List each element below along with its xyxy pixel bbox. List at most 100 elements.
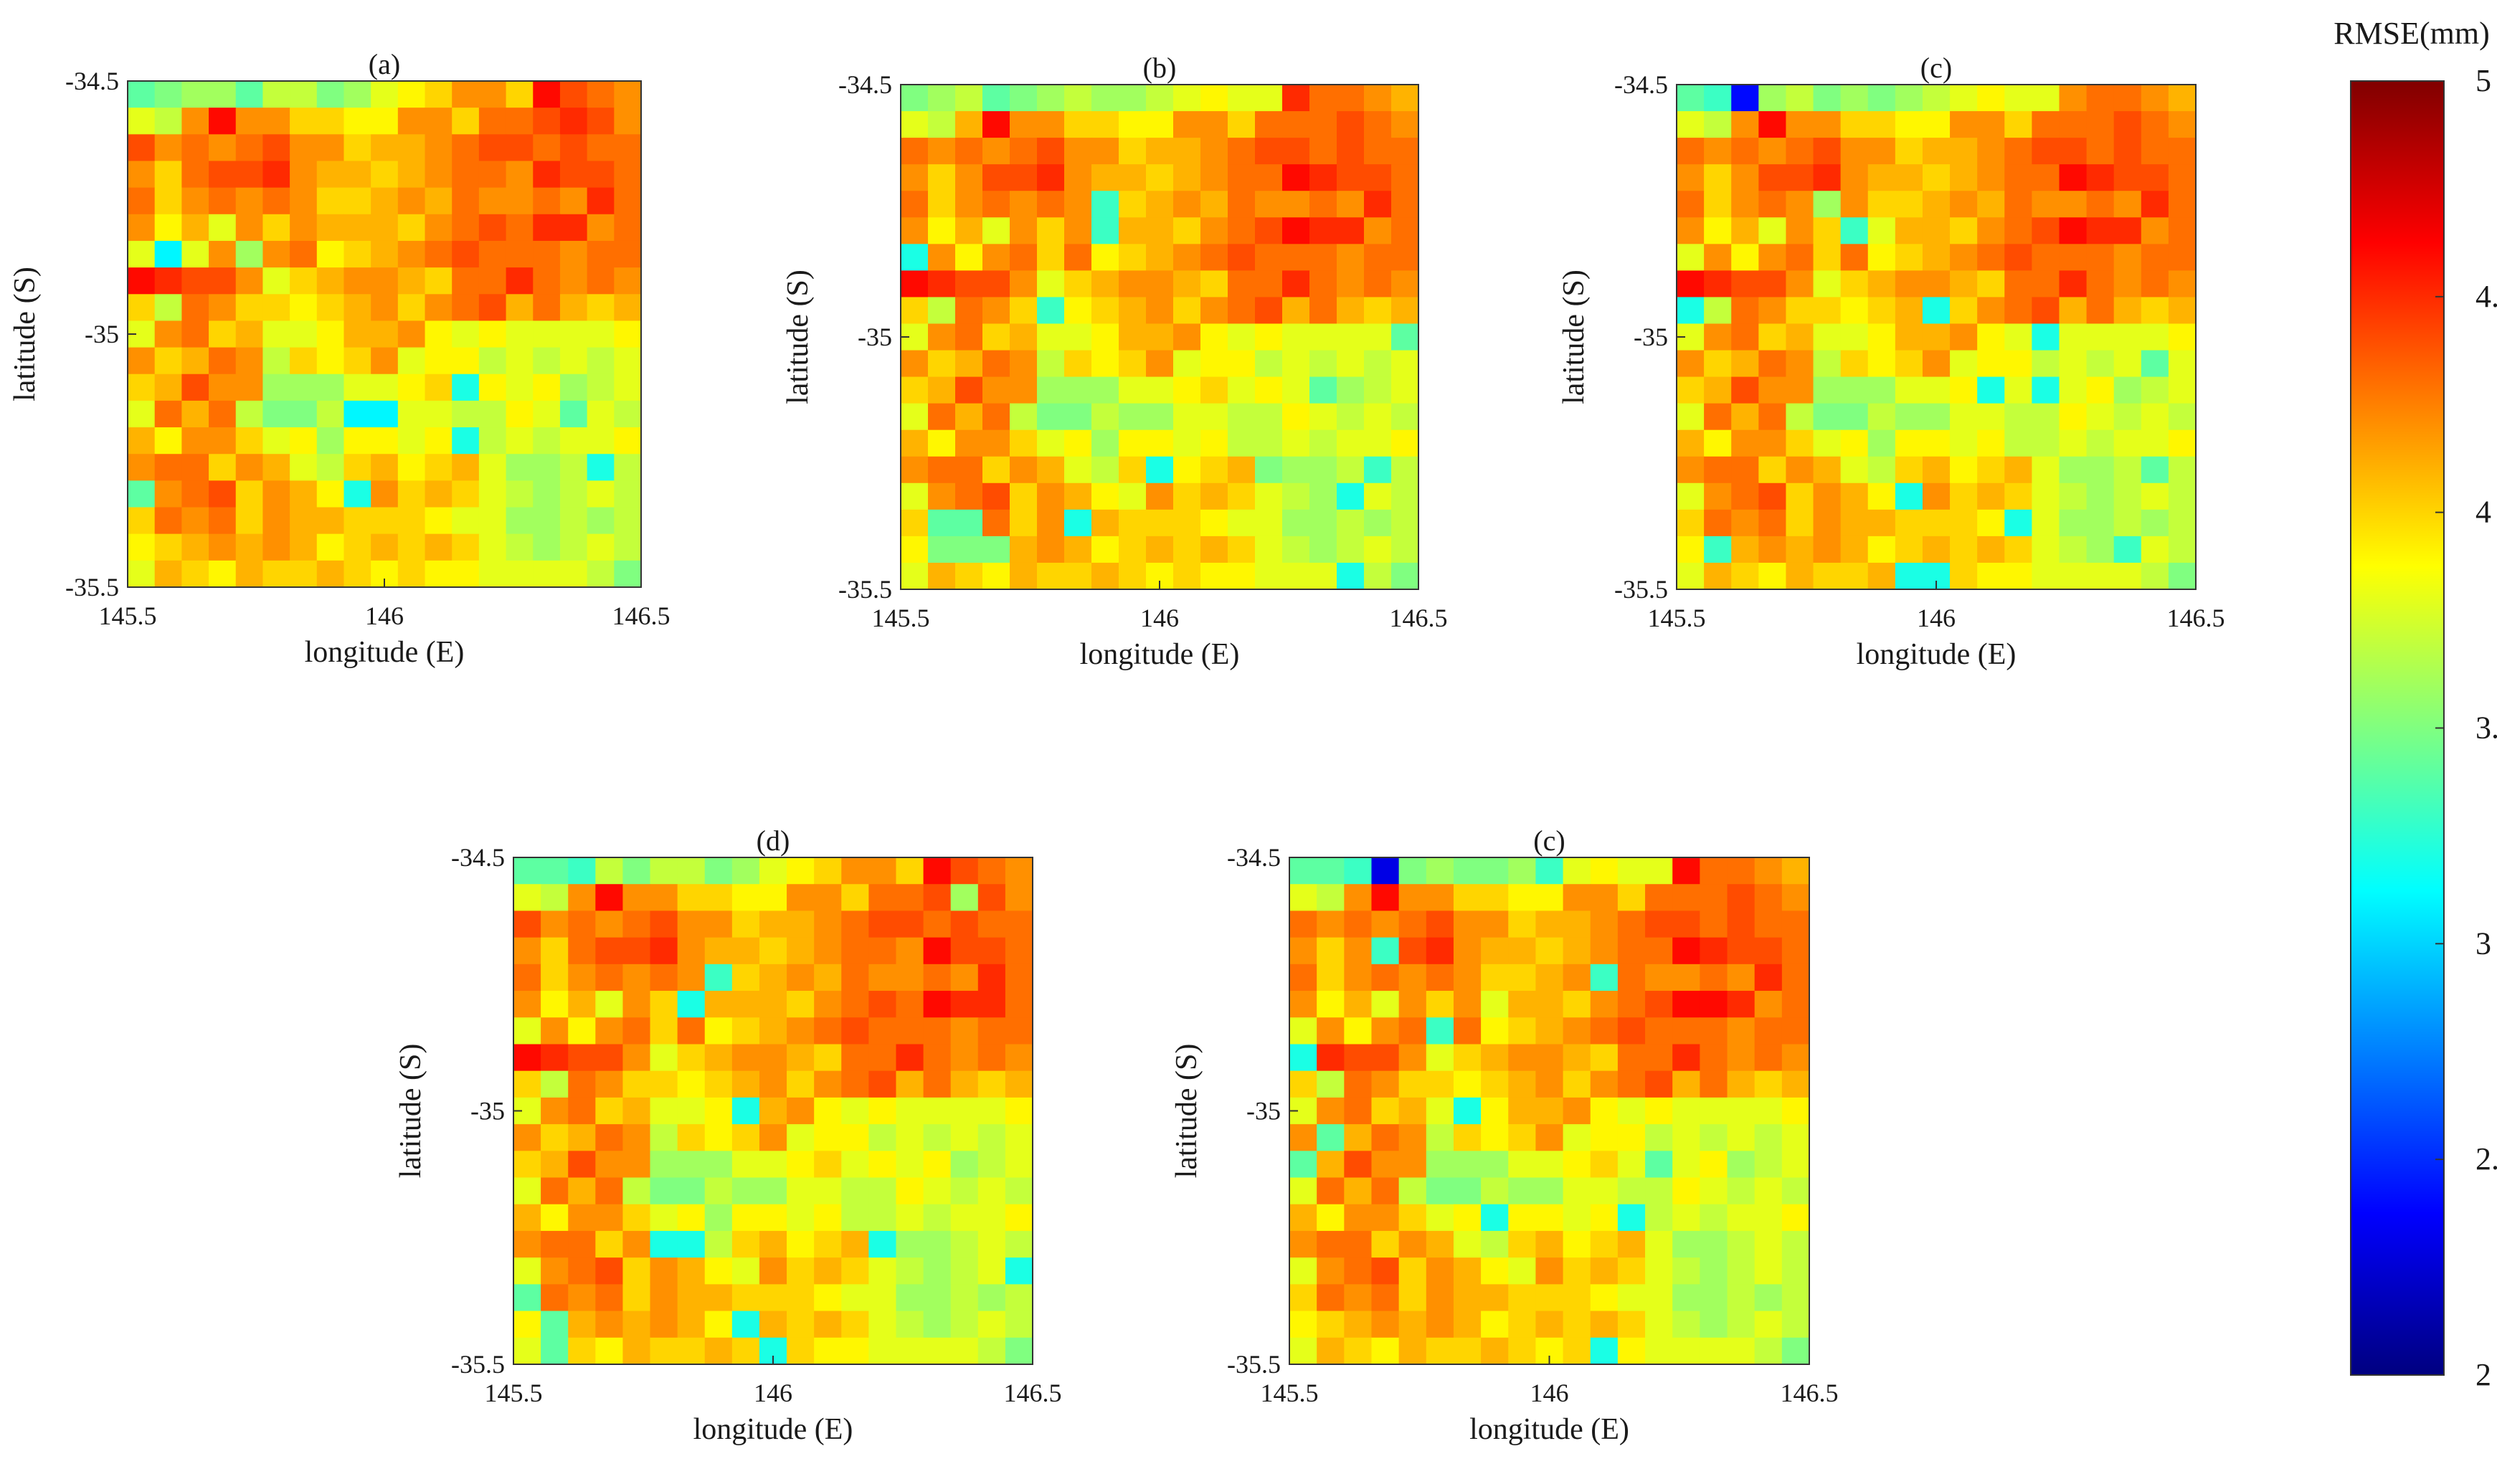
heatmap-cell xyxy=(1337,376,1365,404)
heatmap-cell xyxy=(614,374,642,401)
heatmap-cell xyxy=(1344,1044,1373,1072)
heatmap-cell xyxy=(1758,509,1787,537)
heatmap-cell xyxy=(1754,910,1783,938)
heatmap-cell xyxy=(1672,1097,1700,1125)
heatmap-cell xyxy=(787,991,815,1018)
heatmap-cell xyxy=(1064,350,1092,378)
heatmap-cell xyxy=(1228,138,1256,165)
heatmap-cell xyxy=(235,81,264,108)
heatmap-cell xyxy=(559,400,588,428)
heatmap-cell xyxy=(1426,1204,1454,1232)
heatmap-cell xyxy=(316,480,345,508)
heatmap-cell xyxy=(1677,482,1705,510)
heatmap-cell xyxy=(1228,482,1256,510)
heatmap-cell xyxy=(1119,429,1147,457)
heatmap-cell xyxy=(1398,1124,1427,1151)
heatmap-cell xyxy=(425,161,453,189)
heatmap-cell xyxy=(1228,376,1256,404)
heatmap-cell xyxy=(1563,1151,1591,1179)
heatmap-cell xyxy=(1481,1124,1509,1151)
panel-title: (b) xyxy=(1143,52,1177,84)
heatmap-cell xyxy=(1727,1230,1756,1258)
heatmap-cell xyxy=(650,1151,678,1179)
heatmap-cell xyxy=(2168,429,2197,457)
heatmap-cell xyxy=(559,134,588,162)
heatmap-cell xyxy=(587,320,615,348)
heatmap-cell xyxy=(1064,217,1092,244)
heatmap-cell xyxy=(2168,536,2197,563)
heatmap-cell xyxy=(1563,910,1591,938)
heatmap-cell xyxy=(1453,884,1482,912)
heatmap-cell xyxy=(759,1070,787,1098)
heatmap-cell xyxy=(977,1311,1006,1338)
heatmap-cell xyxy=(235,240,264,268)
heatmap-cell xyxy=(1317,1257,1345,1285)
heatmap-cell xyxy=(704,1124,733,1151)
heatmap-cell xyxy=(1064,562,1092,590)
heatmap-cell xyxy=(814,1070,842,1098)
heatmap-cell xyxy=(343,161,371,189)
heatmap-cell xyxy=(1563,1177,1591,1205)
heatmap-cell xyxy=(841,1151,869,1179)
heatmap-cell xyxy=(2113,562,2142,590)
heatmap-cell xyxy=(1200,536,1228,563)
heatmap-cell xyxy=(1037,376,1065,404)
heatmap-cell xyxy=(1481,991,1509,1018)
heatmap-cell xyxy=(533,454,561,481)
heatmap-cell xyxy=(1840,191,1869,218)
heatmap-cell xyxy=(2113,482,2142,510)
heatmap-cell xyxy=(614,134,642,162)
heatmap-cell xyxy=(568,1311,596,1338)
heatmap-cell xyxy=(2032,509,2060,537)
heatmap-cell xyxy=(290,81,318,108)
heatmap-cell xyxy=(787,1204,815,1232)
heatmap-cell xyxy=(1950,429,1978,457)
heatmap-cell xyxy=(559,347,588,375)
heatmap-cell xyxy=(1255,138,1283,165)
heatmap-cell xyxy=(1289,1257,1317,1285)
heatmap-cell xyxy=(868,991,897,1018)
heatmap-cell xyxy=(513,1070,541,1098)
heatmap-cell xyxy=(1064,270,1092,298)
heatmap-cell xyxy=(901,270,929,298)
x-tick-label: 146.5 xyxy=(612,601,671,630)
heatmap-cell xyxy=(1672,991,1700,1018)
heatmap-cell xyxy=(1754,1230,1783,1258)
heatmap-cell xyxy=(506,134,534,162)
heatmap-cell xyxy=(950,991,979,1018)
heatmap-cell xyxy=(559,267,588,295)
heatmap-cell xyxy=(595,1017,624,1045)
x-tick-label: 145.5 xyxy=(485,1379,543,1407)
heatmap-cell xyxy=(1337,456,1365,484)
heatmap-cell xyxy=(181,533,209,561)
heatmap-cell xyxy=(1064,536,1092,563)
heatmap-cell xyxy=(1228,191,1256,218)
heatmap-cell xyxy=(622,1097,651,1125)
heatmap-cell xyxy=(759,1017,787,1045)
heatmap-cell xyxy=(1950,376,1978,404)
heatmap-cell xyxy=(452,187,480,215)
heatmap-cell xyxy=(1672,1337,1700,1365)
heatmap-cell xyxy=(1617,857,1646,885)
heatmap-cell xyxy=(1590,884,1619,912)
heatmap-cell xyxy=(235,560,264,588)
heatmap-cell xyxy=(1672,857,1700,885)
heatmap-cell xyxy=(541,910,569,938)
heatmap-cell xyxy=(955,509,983,537)
heatmap-cell xyxy=(533,347,561,375)
heatmap-cell xyxy=(1758,323,1787,351)
heatmap-cell xyxy=(731,1044,760,1072)
heatmap-cell xyxy=(2141,482,2169,510)
heatmap-cell xyxy=(1317,1284,1345,1312)
heatmap-cell xyxy=(1950,191,1978,218)
heatmap-cell xyxy=(2113,323,2142,351)
heatmap-cell xyxy=(1704,111,1732,138)
heatmap-cell xyxy=(1398,991,1427,1018)
heatmap-cell xyxy=(397,400,426,428)
heatmap-cell xyxy=(128,533,156,561)
heatmap-cell xyxy=(923,1070,952,1098)
heatmap-cell xyxy=(2113,111,2142,138)
y-axis-label: latitude (S) xyxy=(9,267,42,401)
heatmap-cell xyxy=(896,910,924,938)
